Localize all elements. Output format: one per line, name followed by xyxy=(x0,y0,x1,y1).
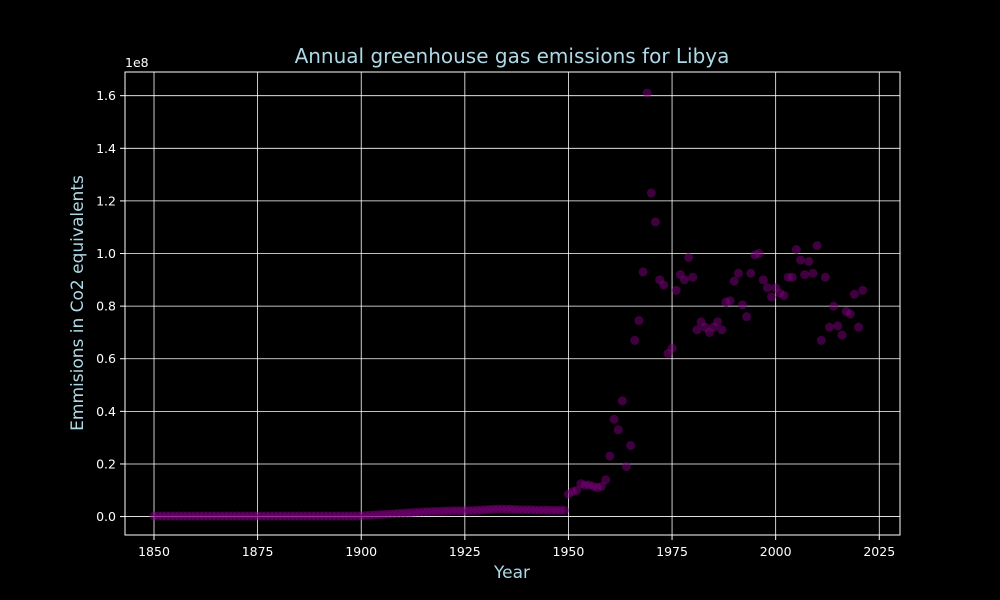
y-tick-label: 1.0 xyxy=(96,246,116,261)
data-point xyxy=(671,285,681,295)
data-point xyxy=(729,276,739,286)
data-point xyxy=(742,312,752,322)
data-point xyxy=(837,330,847,340)
y-tick-label: 0.8 xyxy=(96,299,116,314)
y-tick-label: 0.6 xyxy=(96,351,116,366)
x-axis-label: Year xyxy=(493,563,530,583)
data-point xyxy=(679,275,689,285)
data-point xyxy=(787,272,797,282)
data-point xyxy=(659,280,669,290)
data-point xyxy=(638,267,648,277)
y-axis-ticks: 0.0 0.2 0.4 0.6 0.8 1.0 1.2 1.4 1.6 xyxy=(96,88,125,524)
y-tick-label: 0.2 xyxy=(96,456,116,471)
data-point xyxy=(646,188,656,198)
x-tick-label: 1950 xyxy=(553,544,585,559)
data-point xyxy=(725,296,735,306)
y-tick-label: 1.2 xyxy=(96,193,116,208)
y-axis-label: Emmisions in Co2 equivalents xyxy=(68,175,88,431)
data-point xyxy=(605,451,615,461)
data-point xyxy=(804,256,814,266)
data-point xyxy=(754,249,764,259)
data-point xyxy=(572,485,582,495)
data-point xyxy=(713,317,723,327)
y-tick-label: 0.0 xyxy=(96,509,116,524)
y-tick-label: 1.4 xyxy=(96,141,116,156)
data-point xyxy=(634,316,644,326)
data-point xyxy=(746,268,756,278)
x-tick-label: 1850 xyxy=(138,544,170,559)
x-tick-label: 1975 xyxy=(656,544,688,559)
x-tick-label: 1900 xyxy=(345,544,377,559)
x-tick-label: 1875 xyxy=(242,544,274,559)
data-point xyxy=(733,268,743,278)
data-point xyxy=(849,289,859,299)
data-points xyxy=(149,88,868,521)
data-point xyxy=(825,322,835,332)
data-point xyxy=(767,292,777,302)
data-point xyxy=(779,291,789,301)
x-tick-label: 2000 xyxy=(760,544,792,559)
data-point xyxy=(829,301,839,311)
data-point xyxy=(854,322,864,332)
data-point xyxy=(617,396,627,406)
data-point xyxy=(820,272,830,282)
data-point xyxy=(717,325,727,335)
data-point xyxy=(650,217,660,227)
data-point xyxy=(758,275,768,285)
data-point xyxy=(609,414,619,424)
x-tick-label: 2025 xyxy=(863,544,895,559)
data-point xyxy=(559,505,569,515)
y-tick-label: 1.6 xyxy=(96,88,116,103)
data-point xyxy=(667,343,677,353)
data-point xyxy=(738,300,748,310)
data-point xyxy=(613,425,623,435)
data-point xyxy=(601,475,611,485)
data-point xyxy=(800,270,810,280)
data-point xyxy=(642,88,652,98)
data-point xyxy=(626,441,636,451)
data-point xyxy=(762,283,772,293)
data-point xyxy=(630,335,640,345)
data-point xyxy=(808,268,818,278)
x-tick-label: 1925 xyxy=(449,544,481,559)
data-point xyxy=(688,272,698,282)
plot-frame xyxy=(124,71,901,536)
y-tick-label: 0.4 xyxy=(96,404,116,419)
data-point xyxy=(597,481,607,491)
data-point xyxy=(796,255,806,265)
data-point xyxy=(684,252,694,262)
data-point xyxy=(845,309,855,319)
chart-title: Annual greenhouse gas emissions for Liby… xyxy=(295,44,730,68)
y-offset-label: 1e8 xyxy=(125,55,149,70)
x-axis-ticks: 1850 1875 1900 1925 1950 1975 2000 2025 xyxy=(138,535,895,559)
data-point xyxy=(816,335,826,345)
data-point xyxy=(833,321,843,331)
data-point xyxy=(621,462,631,472)
data-point xyxy=(692,325,702,335)
data-point xyxy=(812,241,822,251)
data-point xyxy=(858,285,868,295)
data-point xyxy=(791,245,801,255)
